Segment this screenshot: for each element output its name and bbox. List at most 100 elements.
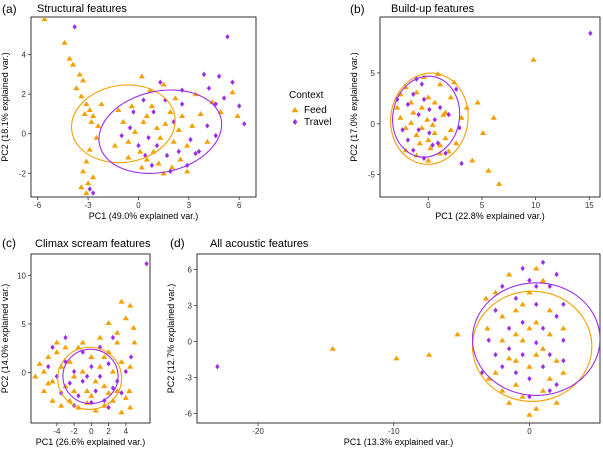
- feed-point: [474, 99, 481, 105]
- travel-point: [188, 136, 193, 143]
- travel-point: [588, 30, 593, 36]
- travel-point: [213, 132, 218, 139]
- feed-point: [553, 399, 560, 405]
- y-tick-label: 10: [17, 271, 26, 280]
- feed-point: [539, 277, 547, 283]
- x-tick-label: -4: [53, 427, 61, 436]
- feed-point: [512, 381, 519, 387]
- feed-point: [40, 368, 48, 374]
- travel-point: [237, 103, 242, 109]
- travel-point: [527, 277, 532, 284]
- panel-tag: (c): [2, 236, 16, 250]
- travel-point: [123, 368, 129, 375]
- travel-ellipse: [98, 89, 223, 174]
- legend-feed-label: Feed: [304, 105, 327, 116]
- feed-point: [197, 111, 204, 117]
- y-tick-label: -3: [185, 373, 193, 382]
- feed-point: [49, 378, 56, 384]
- feed-point: [492, 369, 499, 375]
- travel-point: [527, 375, 532, 382]
- feed-point: [496, 180, 503, 186]
- feed-point: [78, 184, 85, 190]
- travel-point: [493, 351, 498, 358]
- feed-point: [482, 295, 490, 301]
- feed-point: [162, 121, 169, 126]
- travel-point: [141, 97, 146, 103]
- feed-ellipse: [390, 72, 469, 165]
- travel-point: [421, 96, 427, 103]
- travel-point: [84, 373, 90, 380]
- feed-point: [418, 104, 425, 110]
- feed-point: [445, 148, 452, 154]
- feed-point: [78, 93, 85, 99]
- travel-point: [435, 140, 441, 146]
- feed-point: [519, 393, 526, 399]
- feed-point: [111, 142, 119, 148]
- feed-point: [499, 313, 506, 319]
- travel-point: [93, 388, 98, 394]
- travel-point: [110, 334, 116, 341]
- feed-point: [429, 122, 436, 127]
- travel-point: [520, 319, 525, 326]
- travel-point: [158, 79, 163, 85]
- panel-tag: (a): [2, 2, 17, 16]
- feed-point: [408, 119, 415, 125]
- travel-point: [554, 271, 559, 278]
- travel-point: [416, 111, 421, 118]
- feed-point: [539, 387, 547, 393]
- feed-point: [526, 363, 533, 369]
- feed-point: [189, 123, 196, 128]
- panel-d: (d) All acoustic features -20 -10 0 -6 -3 0 3 6 PC…: [166, 236, 601, 447]
- x-axis-label: PC1 (49.0% explained var.): [89, 211, 199, 221]
- travel-point: [97, 373, 103, 380]
- travel-point: [193, 150, 198, 157]
- travel-point: [80, 378, 85, 384]
- feed-point: [546, 307, 553, 313]
- feed-point: [127, 363, 134, 369]
- feed-ellipse: [57, 346, 123, 410]
- feed-point: [170, 138, 177, 144]
- travel-point: [400, 127, 405, 133]
- feed-point: [505, 399, 513, 405]
- legend-title: Context: [289, 90, 324, 101]
- feed-point: [160, 170, 167, 176]
- travel-point: [119, 132, 124, 139]
- feed-point: [126, 388, 133, 394]
- y-tick-label: 0: [22, 368, 27, 377]
- feed-point: [539, 345, 547, 351]
- feed-point: [120, 119, 127, 124]
- feed-point: [546, 331, 553, 337]
- feed-point: [138, 73, 145, 79]
- feed-point: [83, 158, 90, 164]
- feed-point: [61, 39, 68, 45]
- plot-frame: [30, 253, 151, 424]
- feed-point: [40, 388, 48, 394]
- feed-point: [109, 368, 117, 374]
- travel-point: [513, 369, 519, 376]
- feed-point: [90, 113, 97, 118]
- travel-point: [454, 86, 459, 92]
- x-tick-label: -2: [71, 427, 79, 436]
- feed-point: [53, 339, 60, 345]
- feed-point: [172, 95, 179, 101]
- feed-point: [424, 116, 431, 122]
- travel-point: [63, 334, 68, 341]
- feed-point: [88, 119, 95, 124]
- feed-point: [98, 101, 105, 107]
- feed-point: [62, 383, 69, 389]
- feed-point: [114, 329, 121, 335]
- feed-point: [184, 168, 191, 174]
- plot-frame: [30, 16, 257, 198]
- feed-point: [533, 405, 540, 411]
- feed-point: [408, 99, 415, 105]
- feed-point: [492, 289, 499, 295]
- travel-point: [144, 261, 149, 267]
- x-tick-label: 4: [124, 427, 129, 436]
- feed-point: [157, 134, 164, 140]
- feed-point: [86, 107, 93, 113]
- travel-point: [513, 295, 519, 302]
- travel-point: [437, 104, 443, 111]
- feed-point: [147, 87, 154, 93]
- feed-point: [138, 164, 145, 170]
